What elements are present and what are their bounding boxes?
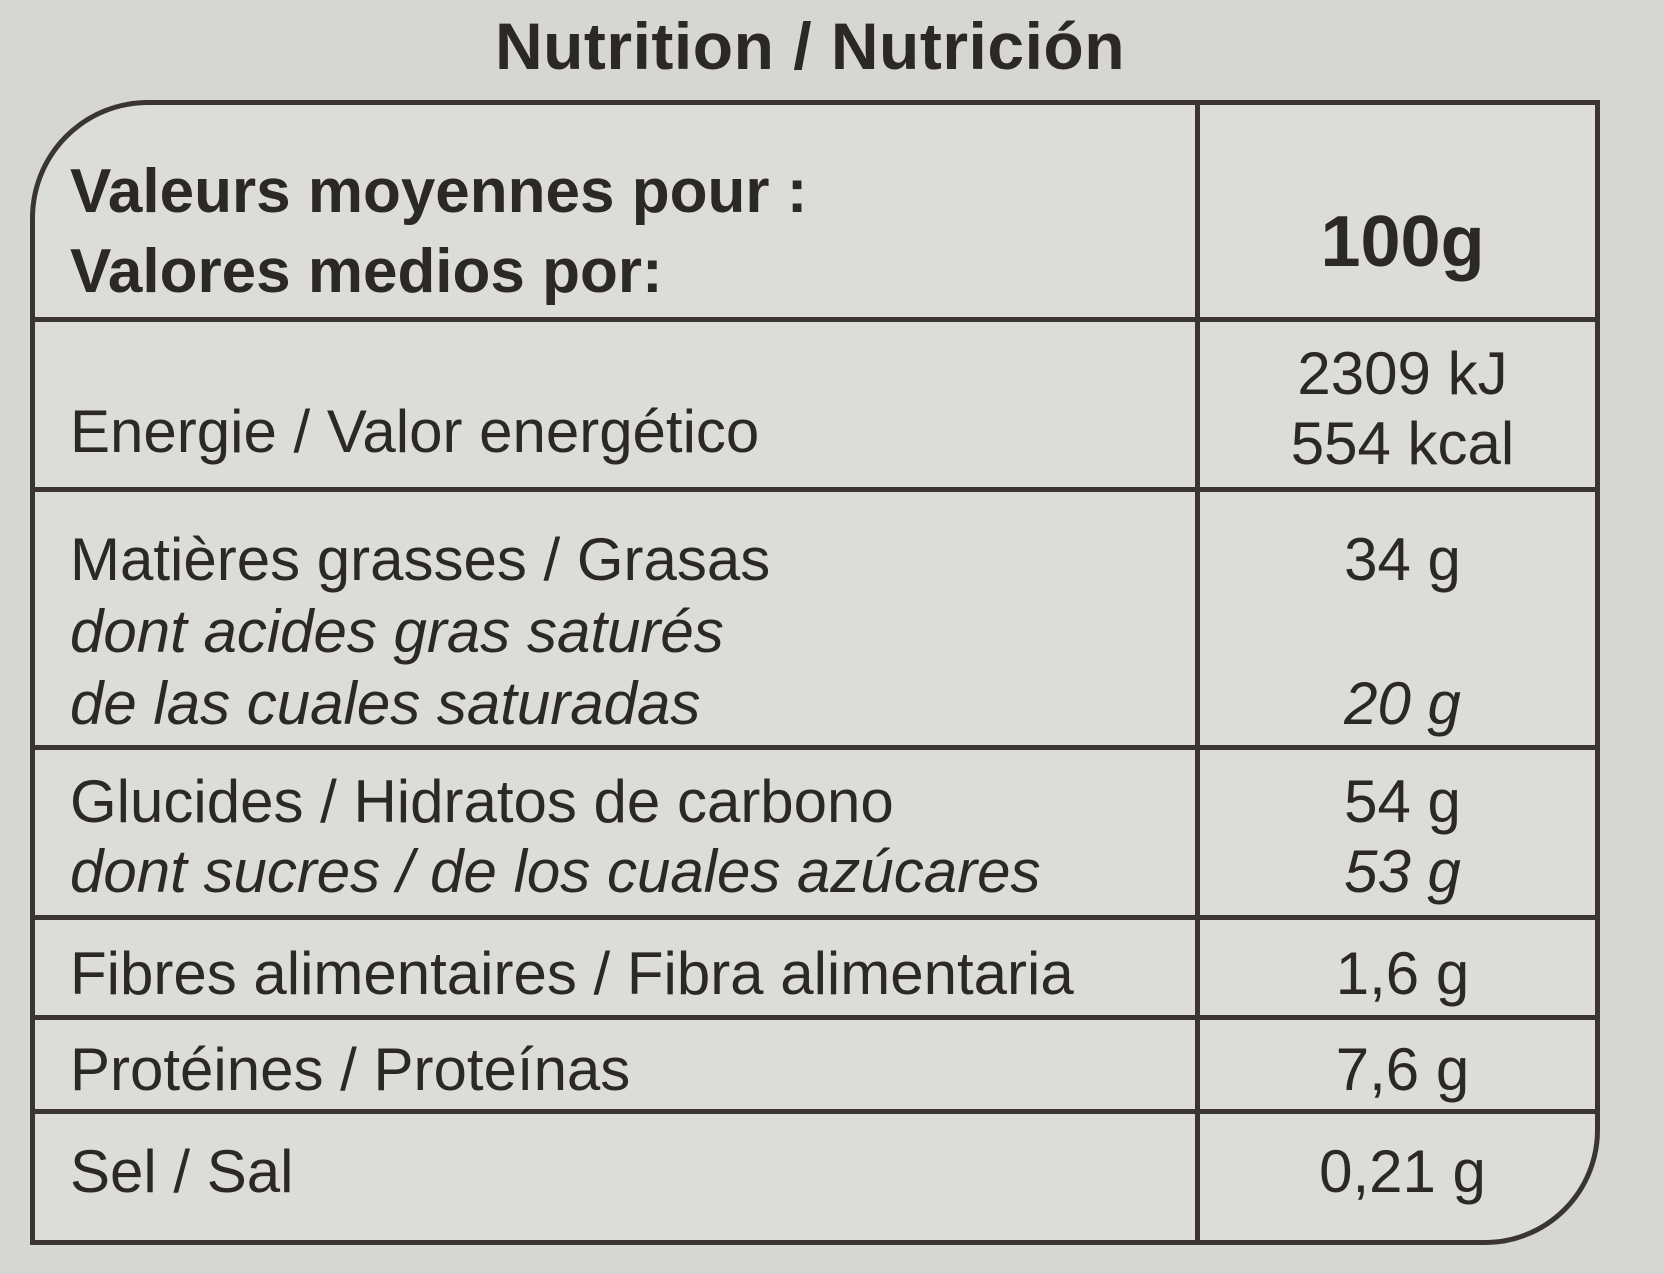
sugars-label: dont sucres / de los cuales azúcares bbox=[70, 838, 1041, 905]
row-divider bbox=[35, 1109, 1595, 1114]
row-divider bbox=[35, 487, 1595, 492]
column-divider bbox=[1195, 105, 1200, 1240]
row-divider bbox=[35, 1015, 1595, 1020]
fat-value: 34 g bbox=[1344, 526, 1461, 593]
saturated-fat-label-fr: dont acides gras saturés bbox=[70, 598, 724, 665]
protein-label: Protéines / Proteínas bbox=[70, 1036, 631, 1103]
protein-value: 7,6 g bbox=[1335, 1036, 1470, 1103]
energy-label: Energie / Valor energético bbox=[70, 398, 760, 465]
header-label-es: Valores medios por: bbox=[70, 237, 663, 306]
carbohydrates-value: 54 g bbox=[1344, 768, 1461, 835]
energy-kj-value: 2309 kJ bbox=[1297, 340, 1508, 407]
energy-kcal-value: 554 kcal bbox=[1290, 410, 1515, 477]
fibre-value: 1,6 g bbox=[1335, 940, 1470, 1007]
row-divider bbox=[35, 915, 1595, 920]
fat-label: Matières grasses / Grasas bbox=[70, 526, 771, 593]
salt-label: Sel / Sal bbox=[70, 1138, 294, 1205]
fibre-label: Fibres alimentaires / Fibra alimentaria bbox=[70, 940, 1074, 1007]
header-label-fr: Valeurs moyennes pour : bbox=[70, 157, 808, 226]
nutrition-table: Valeurs moyennes pour : Valores medios p… bbox=[30, 100, 1600, 1245]
row-divider bbox=[35, 317, 1595, 322]
saturated-fat-label-es: de las cuales saturadas bbox=[70, 670, 701, 737]
header-per-value: 100g bbox=[1320, 202, 1485, 282]
carbohydrates-label: Glucides / Hidratos de carbono bbox=[70, 768, 894, 835]
salt-value: 0,21 g bbox=[1319, 1138, 1486, 1205]
row-divider bbox=[35, 745, 1595, 750]
saturated-fat-value: 20 g bbox=[1344, 670, 1461, 737]
sugars-value: 53 g bbox=[1344, 838, 1461, 905]
page-title: Nutrition / Nutrición bbox=[494, 9, 1126, 83]
